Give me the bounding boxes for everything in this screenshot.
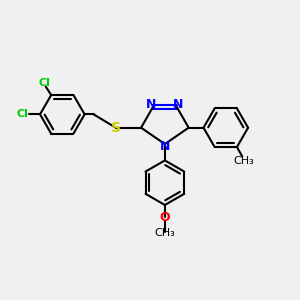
Text: Cl: Cl bbox=[17, 109, 29, 119]
Text: N: N bbox=[173, 98, 183, 111]
Text: O: O bbox=[160, 211, 170, 224]
Text: CH₃: CH₃ bbox=[233, 156, 254, 166]
Text: N: N bbox=[160, 140, 170, 153]
Text: N: N bbox=[146, 98, 157, 111]
Text: CH₃: CH₃ bbox=[154, 228, 175, 238]
Text: Cl: Cl bbox=[39, 77, 51, 88]
Text: S: S bbox=[111, 121, 121, 135]
